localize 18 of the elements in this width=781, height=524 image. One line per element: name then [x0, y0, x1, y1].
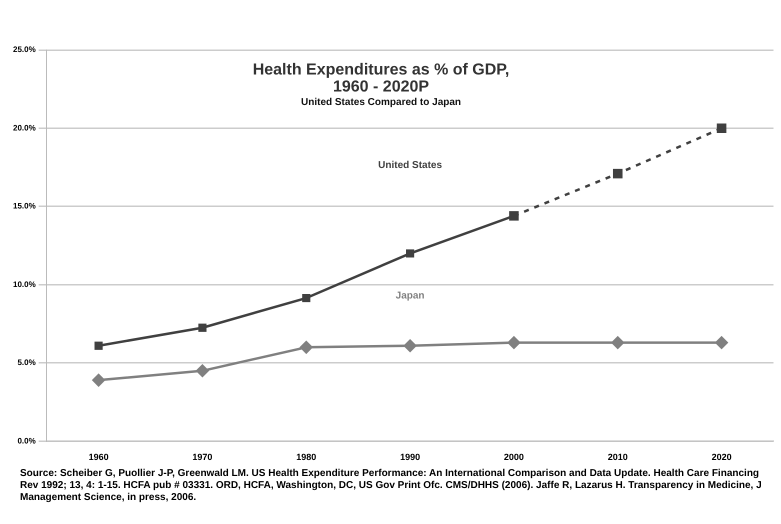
x-tick-label: 2000 [504, 452, 524, 462]
y-tick-label: 25.0% [12, 45, 36, 54]
y-tick-label: 20.0% [12, 123, 36, 132]
source-note: Source: Scheiber G, Puollier J-P, Greenwald LM. US Health Expenditure Performance: An International Comparison and Data Update. Health Care Financing Rev 1992; 13, 4: 1-15. HCFA pub # 03331. ORD, HCFA, Washington, DC, US Gov Print Ofc. CMS/DHHS (2006). Jaffe R, Lazarus H. Transparency in Medicine, J Management Science, in press, 2006. [20, 468, 763, 504]
text: United States Compared to Japan [301, 96, 462, 108]
text: Japan [396, 290, 425, 302]
text: Health Expenditures as % of GDP, 1960 - 2020P [252, 61, 510, 96]
y-tick-label: 10.0% [12, 280, 36, 289]
x-tick-label: 2020 [712, 452, 732, 462]
x-tick-label: 2010 [608, 452, 628, 462]
y-tick-label: 15.0% [12, 202, 36, 211]
x-tick-label: 1980 [296, 452, 316, 462]
x-tick-label: 1960 [88, 452, 109, 462]
y-tick-label: 0.0% [17, 436, 36, 446]
x-tick-label: 1970 [192, 452, 212, 462]
x-tick-label: 1990 [400, 452, 420, 462]
y-tick-label: 5.0% [17, 358, 36, 368]
text: United States [378, 160, 442, 172]
